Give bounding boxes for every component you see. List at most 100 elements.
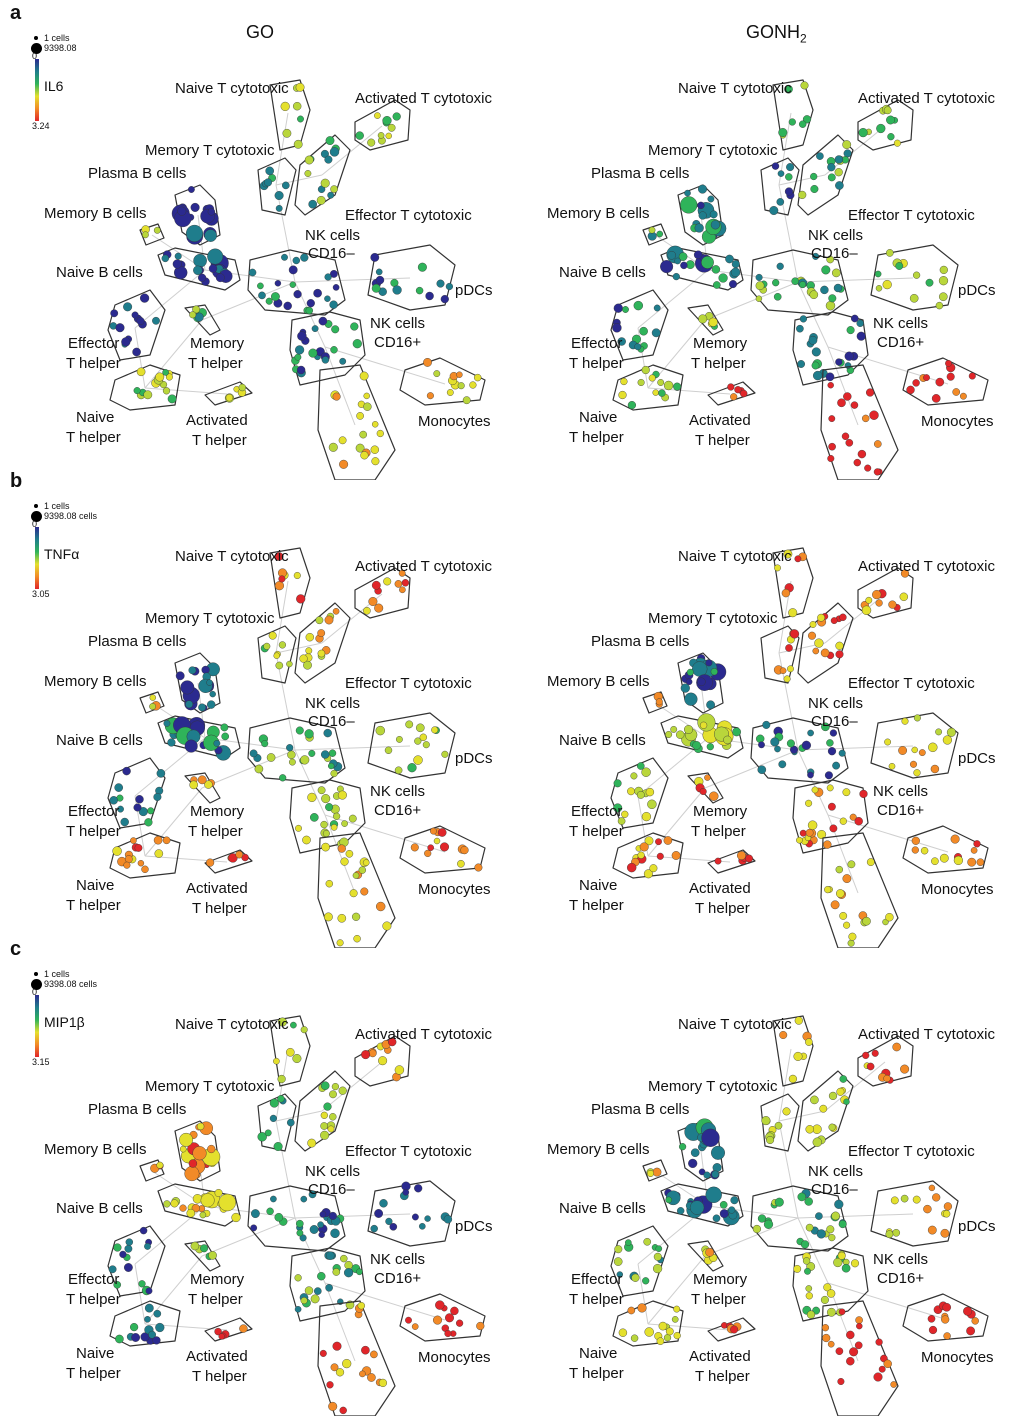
cell-node [671, 1316, 679, 1323]
cluster-label: Effector T cytotoxic [345, 207, 472, 224]
cell-node [193, 265, 203, 275]
cluster-link [324, 814, 356, 894]
cell-node [793, 1264, 802, 1273]
cell-node [637, 851, 645, 859]
cell-node [820, 285, 829, 295]
cell-node [939, 853, 949, 863]
cell-node [918, 749, 926, 756]
cell-node [762, 720, 771, 729]
cluster-label: NK cells [370, 1251, 425, 1268]
cluster-label: Memory B cells [547, 1141, 650, 1158]
cluster-link [797, 1217, 829, 1284]
cluster-label: T helper [691, 823, 746, 840]
cell-node [189, 780, 198, 790]
cell-node [280, 101, 290, 112]
cluster-nk-cd16pos: NK cells CD16+ [289, 311, 425, 386]
cell-node [777, 170, 785, 177]
cell-node [333, 812, 341, 820]
cluster-label: Naive [76, 409, 114, 426]
color-size-legend: 1 cells 9398.08 0 IL6 3.24 [26, 33, 146, 144]
cluster-nk-cd16pos: NK cells CD16+ [792, 1247, 928, 1322]
cluster-label: T helper [569, 823, 624, 840]
cluster-hull [750, 717, 849, 784]
cluster-effector-t-helper: Effector T helper [569, 1225, 669, 1308]
cluster-label: Effector [571, 803, 622, 820]
cell-node [187, 186, 195, 193]
cluster-hull [797, 1070, 854, 1152]
cell-node [444, 1330, 452, 1338]
cell-node [370, 445, 379, 454]
cell-node [399, 586, 406, 594]
cluster-label: Memory [190, 1271, 245, 1288]
cell-node [825, 301, 836, 311]
cell-node [910, 760, 918, 768]
cluster-monocytes: Monocytes [902, 1293, 994, 1366]
cell-node [774, 1197, 784, 1207]
cluster-hull [610, 289, 669, 361]
cell-node [843, 392, 852, 401]
cluster-activated-t-cytotoxic: Activated T cytotoxic [354, 90, 493, 151]
cell-node [831, 1211, 840, 1221]
cell-node [307, 792, 317, 803]
cell-node [854, 817, 863, 826]
cell-node [841, 1263, 851, 1273]
cluster-label: Naive T cytotoxic [678, 80, 792, 97]
cell-node [783, 675, 791, 683]
cell-node [163, 1200, 171, 1208]
cell-node [156, 1161, 164, 1169]
cluster-label: Activated [186, 412, 248, 429]
cell-node [706, 743, 714, 751]
cell-node [374, 112, 381, 119]
cell-node [673, 1305, 681, 1313]
cluster-hull [174, 652, 221, 714]
cluster-hull [760, 157, 800, 216]
cell-node [300, 755, 310, 765]
cluster-activated-t-helper: Activated T helper [186, 849, 253, 917]
cell-node [394, 1065, 405, 1075]
cell-node [139, 1226, 148, 1235]
cell-node [723, 735, 732, 745]
cell-node [374, 603, 384, 613]
cell-node [133, 803, 142, 812]
cell-node [329, 269, 338, 278]
cell-node [401, 579, 410, 587]
cell-node [370, 1224, 378, 1233]
cluster-hull [857, 1035, 914, 1087]
cell-node [675, 730, 685, 739]
cell-node [155, 372, 165, 382]
cluster-label: Activated T cytotoxic [355, 90, 493, 107]
cell-node [235, 850, 243, 859]
cell-node [266, 1207, 274, 1215]
cell-node [885, 249, 894, 257]
cell-node [886, 115, 895, 125]
cell-node [124, 1244, 133, 1253]
cell-node [190, 1241, 200, 1251]
cluster-link [275, 642, 323, 654]
cell-node [249, 749, 258, 758]
cluster-naive-t-helper: Naive T helper [66, 832, 181, 914]
cell-node [901, 717, 909, 725]
cell-node [275, 661, 284, 670]
cell-node [315, 616, 324, 625]
cell-node [355, 443, 365, 453]
color-scale-bar [35, 995, 39, 1057]
cell-node [967, 857, 977, 867]
cell-node [192, 305, 201, 314]
cell-node [835, 641, 844, 650]
cell-node [656, 852, 664, 860]
cluster-mdcs: mDCs [317, 364, 410, 480]
cell-node [123, 302, 133, 312]
cell-node [966, 1326, 975, 1336]
cell-node [204, 780, 213, 789]
cell-node [189, 311, 197, 319]
cell-node [800, 81, 809, 90]
cluster-label: Activated [186, 880, 248, 897]
cell-node [812, 647, 820, 655]
cluster-hull [269, 79, 311, 151]
cell-node [339, 1406, 347, 1415]
cell-node [622, 306, 629, 313]
cell-node [135, 795, 144, 804]
cell-node [900, 1064, 910, 1074]
cell-node [935, 728, 942, 736]
